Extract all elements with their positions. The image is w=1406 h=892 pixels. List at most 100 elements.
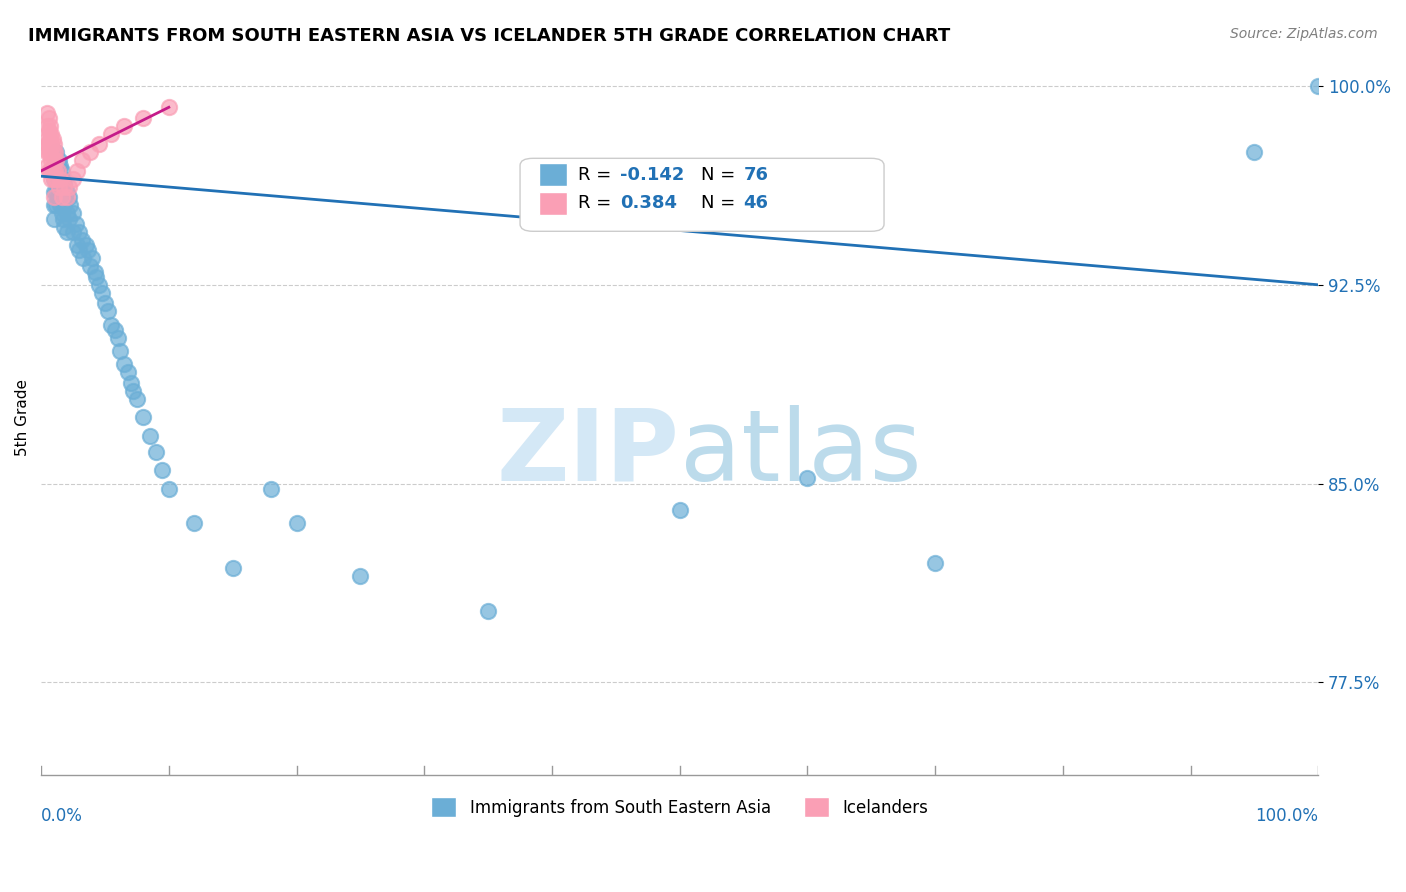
Point (48, 171, 70, 186)
Point (46, 190, 69, 204)
Point (45, 145, 67, 160)
Text: R =: R = (578, 166, 616, 184)
Point (183, 516, 205, 531)
Point (53, 177, 76, 191)
Point (38, 137, 60, 152)
Point (70, 153, 93, 168)
Point (51, 185, 73, 199)
Point (45, 185, 67, 199)
Point (67, 225, 90, 239)
Point (125, 392, 148, 406)
Legend: Immigrants from South Eastern Asia, Icelanders: Immigrants from South Eastern Asia, Icel… (425, 790, 935, 824)
Point (51, 190, 73, 204)
Point (75, 238, 97, 252)
Point (94, 296, 117, 310)
Text: 0.384: 0.384 (620, 194, 676, 212)
Point (42, 185, 65, 199)
Point (83, 264, 105, 278)
Point (41, 164, 63, 178)
Point (44, 164, 66, 178)
Point (79, 145, 101, 160)
Point (924, 556, 946, 570)
Point (37, 119, 59, 133)
Point (41, 171, 63, 186)
Point (45, 171, 67, 186)
Point (39, 132, 62, 146)
Point (157, 100, 180, 114)
Point (59, 198, 82, 212)
Text: R =: R = (578, 194, 616, 212)
Text: ZIP: ZIP (496, 405, 679, 501)
Point (37, 145, 59, 160)
Text: -0.142: -0.142 (620, 166, 685, 184)
Point (48, 179, 70, 194)
Text: 46: 46 (744, 194, 769, 212)
Point (38, 124, 60, 138)
Point (44, 145, 66, 160)
Point (91, 285, 114, 300)
Point (51, 206, 73, 220)
Point (55, 185, 77, 199)
Point (152, 463, 174, 477)
Point (79, 259, 101, 273)
Point (42, 190, 65, 204)
Point (49, 159, 72, 173)
Point (52, 171, 75, 186)
Point (38, 164, 60, 178)
Point (52, 190, 75, 204)
Point (132, 410, 155, 425)
Point (41, 153, 63, 168)
Text: N =: N = (702, 194, 741, 212)
Point (41, 137, 63, 152)
Point (37, 159, 59, 173)
Point (39, 145, 62, 160)
FancyBboxPatch shape (520, 158, 884, 231)
Point (41, 127, 63, 141)
Point (58, 179, 80, 194)
Point (82, 252, 104, 266)
Text: Source: ZipAtlas.com: Source: ZipAtlas.com (1230, 27, 1378, 41)
Point (87, 277, 110, 292)
Point (349, 569, 371, 583)
Point (107, 331, 129, 345)
Text: 100.0%: 100.0% (1256, 806, 1319, 825)
Point (477, 604, 499, 618)
Point (138, 429, 160, 443)
Point (65, 217, 87, 231)
Point (37, 132, 59, 146)
Point (117, 365, 139, 379)
Point (51, 164, 73, 178)
Point (668, 503, 690, 517)
Point (100, 318, 122, 332)
Point (42, 171, 65, 186)
Point (55, 206, 77, 220)
Point (53, 179, 76, 194)
Point (58, 211, 80, 226)
Point (145, 444, 167, 458)
Point (42, 153, 65, 168)
Bar (540, 163, 567, 186)
Point (42, 171, 65, 186)
Point (260, 482, 283, 496)
Point (39, 164, 62, 178)
Point (1243, 145, 1265, 160)
Point (66, 238, 89, 252)
Point (42, 198, 65, 212)
Point (46, 164, 69, 178)
Point (62, 171, 84, 186)
Point (77, 244, 100, 258)
Point (96, 304, 118, 318)
Point (62, 206, 84, 220)
Point (55, 225, 77, 239)
Point (45, 198, 67, 212)
Point (49, 198, 72, 212)
Point (46, 159, 69, 173)
Point (52, 211, 75, 226)
Point (38, 145, 60, 160)
Point (48, 190, 70, 204)
Text: 0.0%: 0.0% (41, 806, 83, 825)
Point (46, 177, 69, 191)
Text: N =: N = (702, 166, 741, 184)
Point (70, 233, 93, 247)
Point (58, 190, 80, 204)
